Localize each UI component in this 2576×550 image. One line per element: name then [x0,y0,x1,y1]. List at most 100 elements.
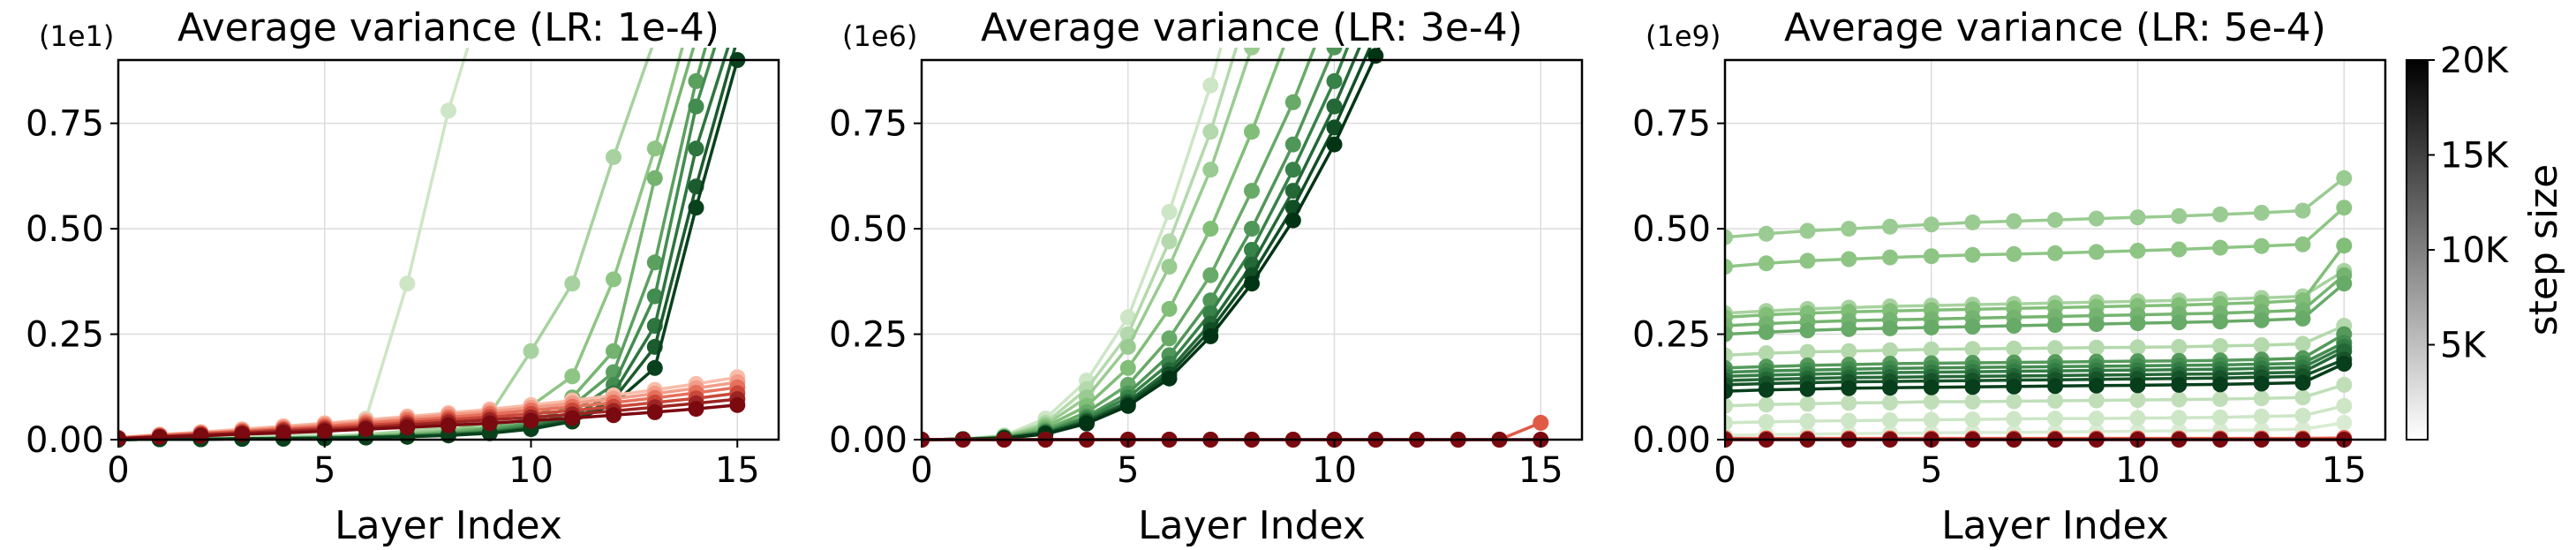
green-series-line [1725,350,2346,382]
data-point [2294,335,2311,352]
green-series [1725,376,2353,414]
data-point [1758,381,1774,398]
data-point [1119,338,1136,355]
green-series-line [1725,404,2345,425]
data-point [1799,322,1816,339]
data-point [1326,136,1343,153]
data-point [1841,395,1857,411]
green-series-line [922,48,1239,441]
data-point [316,423,333,440]
data-point [2171,338,2188,355]
data-point [2129,392,2146,409]
data-point [1799,413,1816,429]
data-point [1284,136,1301,153]
data-point [1758,396,1774,413]
data-point [2047,317,2063,333]
green-series-line [1725,383,2345,408]
data-point [2336,397,2353,414]
data-point [2047,378,2063,395]
data-point [2294,310,2311,327]
green-series [1725,356,2353,400]
green-series-line [118,48,737,441]
data-point [2171,376,2188,393]
y-tick-label: 0.50 [829,209,908,250]
green-series [118,48,470,448]
colorbar-tick-label: 5K [2440,326,2487,366]
green-series-line [1725,274,2346,328]
green-series-line [1725,421,2345,437]
data-point [1326,48,1343,56]
x-tick-label: 0 [107,450,129,491]
data-point [1799,380,1816,397]
y-tick-label: 0.25 [829,315,908,356]
subplot-lr-5e-4: Average variance (LR: 5e-4) (1e9) 0 5 10 15… [1632,5,2387,548]
x-tick-label: 10 [1312,450,1357,491]
data-point [2171,314,2188,331]
data-point [2212,313,2228,330]
data-point [481,415,498,432]
data-point [646,288,663,305]
data-point [2336,170,2353,186]
data-point [1244,183,1260,200]
data-point [1725,383,1733,400]
data-point [1882,218,1898,235]
data-point [2294,389,2311,406]
data-point [688,98,704,115]
y-tick-label: 0.25 [1632,315,1711,356]
x-tick-label: 15 [2322,450,2367,491]
data-point [1841,221,1857,237]
data-point [1326,72,1343,89]
data-point [1758,413,1774,430]
y-tick-label: 0.00 [1632,420,1711,461]
data-point [2047,393,2063,409]
x-axis-label: Layer Index [1138,503,1366,548]
green-series-line [1725,333,2346,370]
subplot-title: Average variance (LR: 3e-4) [981,5,1523,50]
plot-frame [1723,58,2387,441]
data-point [1161,300,1178,317]
data-point [1244,48,1260,56]
green-series [118,48,717,448]
colorbar-label: step size [2521,164,2566,335]
y-tick-label: 0.00 [26,420,104,461]
data-point [1202,267,1219,283]
data-point [2047,212,2063,229]
data-point [2129,315,2146,332]
data-point [2336,200,2353,216]
green-series-line [1725,282,2346,336]
data-point [2294,202,2311,219]
data-point [523,412,539,429]
data-point [1202,77,1219,94]
ticks: 0 5 10 15 0.00 0.25 0.50 0.75 [26,104,760,491]
green-series [1725,318,2353,364]
data-point [1284,212,1301,229]
data-point [441,417,456,433]
data-point [2336,376,2353,393]
colorbar-tick-label: 10K [2440,230,2510,271]
data-point [646,140,663,157]
data-point [1161,330,1178,347]
data-point [1964,319,1981,335]
green-series-line [1725,177,2346,239]
data-point [1799,252,1816,269]
data-point [399,275,416,292]
data-point [2129,377,2146,394]
data-point [646,403,663,420]
colorbar-tick-label: 15K [2440,136,2510,177]
x-tick-label: 5 [1920,450,1942,491]
series-layer [922,48,1549,448]
data-point [1284,94,1301,110]
data-point [2088,244,2105,260]
y-tick-label: 0.75 [829,104,908,145]
data-point [729,10,745,26]
data-point [1161,233,1178,250]
data-point [2006,411,2022,427]
data-point [2171,391,2188,408]
data-point [1202,221,1219,237]
data-point [1841,320,1857,337]
green-series-line [1725,206,2346,268]
data-point [1923,379,1940,396]
data-point [2294,374,2311,391]
x-tick-label: 10 [2115,450,2160,491]
